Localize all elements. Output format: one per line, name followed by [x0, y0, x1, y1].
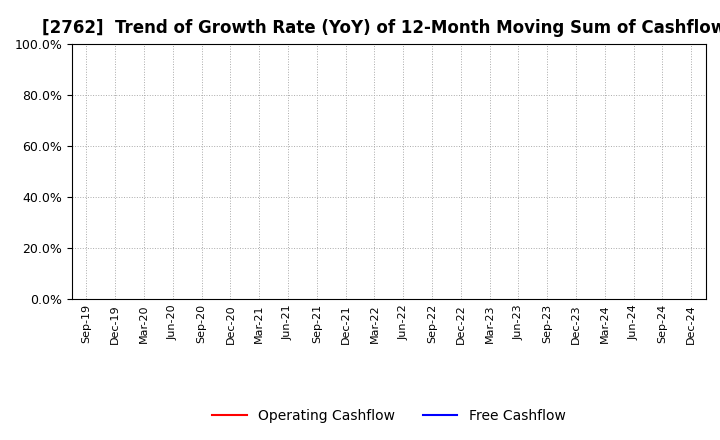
Title: [2762]  Trend of Growth Rate (YoY) of 12-Month Moving Sum of Cashflows: [2762] Trend of Growth Rate (YoY) of 12-… [42, 19, 720, 37]
Legend: Operating Cashflow, Free Cashflow: Operating Cashflow, Free Cashflow [207, 403, 571, 428]
